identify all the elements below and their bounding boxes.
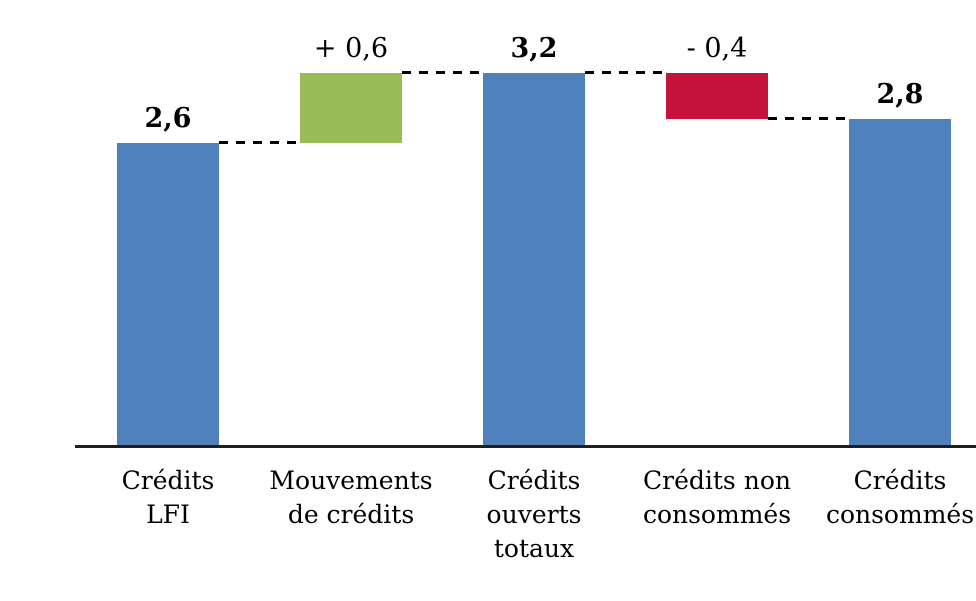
connector-dashed-line-0 [219, 141, 300, 144]
x-axis-line [75, 445, 976, 448]
value-label-3: - 0,4 [686, 33, 748, 64]
connector-dashed-line-1 [402, 71, 483, 74]
value-label-4: 2,8 [876, 79, 924, 110]
x-axis-label-2: Crédits ouverts totaux [486, 466, 582, 563]
bar-3 [666, 73, 768, 119]
waterfall-chart: 2,6 + 0,6 3,2 - 0,4 2,8 Crédits LFI Mouvement… [40, 16, 976, 585]
x-axis-label-0: Crédits LFI [121, 466, 215, 529]
bar-4 [849, 119, 951, 447]
x-axis-label-4: Crédits consommés [825, 466, 975, 529]
connector-dashed-line-2 [585, 71, 666, 74]
value-label-1: + 0,6 [313, 33, 389, 64]
x-axis-label-3: Crédits non consommés [642, 466, 792, 529]
connector-dashed-line-3 [768, 117, 849, 120]
bar-1 [300, 73, 402, 143]
value-label-2: 3,2 [510, 33, 558, 64]
x-axis-label-1: Mouvements de crédits [269, 466, 433, 529]
bar-2 [483, 73, 585, 447]
value-label-0: 2,6 [144, 103, 192, 134]
bar-0 [117, 143, 219, 447]
